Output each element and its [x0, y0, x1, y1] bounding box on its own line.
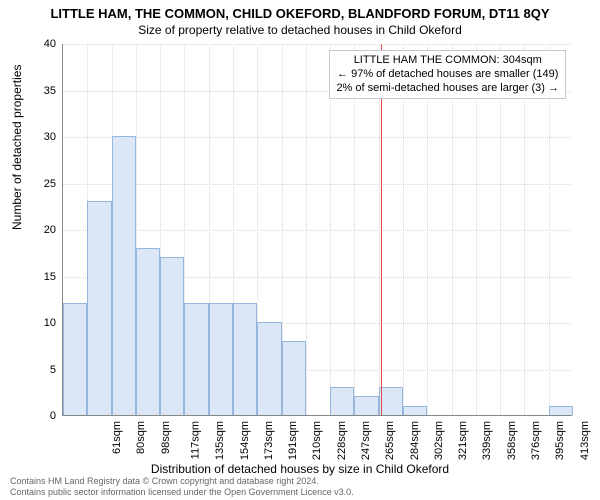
histogram-bar: [112, 136, 136, 415]
super-title: LITTLE HAM, THE COMMON, CHILD OKEFORD, B…: [0, 6, 600, 21]
x-tick-label: 413sqm: [579, 421, 591, 460]
x-tick-label: 98sqm: [160, 421, 172, 454]
y-axis-label: Number of detached properties: [10, 65, 24, 230]
histogram-bar: [330, 387, 354, 415]
y-tick-label: 30: [26, 131, 56, 143]
x-tick-label: 210sqm: [312, 421, 324, 460]
footer-line-1: Contains HM Land Registry data © Crown c…: [10, 476, 354, 487]
x-tick-label: 247sqm: [360, 421, 372, 460]
gridline-v: [306, 44, 307, 415]
gridline-h: [63, 44, 572, 45]
y-tick-label: 20: [26, 224, 56, 236]
y-tick-label: 0: [26, 410, 56, 422]
x-tick-label: 191sqm: [287, 421, 299, 460]
x-tick-label: 117sqm: [189, 421, 201, 459]
histogram-bar: [379, 387, 403, 415]
y-tick-label: 25: [26, 178, 56, 190]
histogram-bar: [549, 406, 573, 415]
histogram-bar: [184, 303, 208, 415]
gridline-v: [549, 44, 550, 415]
annotation-box: LITTLE HAM THE COMMON: 304sqm← 97% of de…: [329, 50, 566, 99]
histogram-bar: [87, 201, 111, 415]
x-tick-label: 395sqm: [554, 421, 566, 460]
footer-copyright: Contains HM Land Registry data © Crown c…: [10, 476, 354, 498]
gridline-h: [63, 137, 572, 138]
y-tick-label: 40: [26, 38, 56, 50]
x-tick-label: 154sqm: [239, 421, 251, 460]
gridline-v: [354, 44, 355, 415]
x-tick-label: 173sqm: [263, 421, 275, 460]
annotation-line-1: LITTLE HAM THE COMMON: 304sqm: [336, 54, 559, 68]
gridline-v: [403, 44, 404, 415]
x-tick-label: 284sqm: [409, 421, 421, 460]
footer-line-2: Contains public sector information licen…: [10, 487, 354, 498]
histogram-bar: [209, 303, 233, 415]
x-tick-label: 265sqm: [384, 421, 396, 460]
histogram-bar: [257, 322, 281, 415]
marker-line: [381, 44, 382, 415]
sub-title: Size of property relative to detached ho…: [0, 23, 600, 37]
x-tick-label: 321sqm: [457, 421, 469, 460]
gridline-v: [379, 44, 380, 415]
gridline-v: [524, 44, 525, 415]
y-tick-label: 5: [26, 364, 56, 376]
gridline-v: [476, 44, 477, 415]
annotation-line-2: ← 97% of detached houses are smaller (14…: [336, 68, 559, 82]
histogram-bar: [63, 303, 87, 415]
x-tick-label: 376sqm: [530, 421, 542, 460]
gridline-h: [63, 230, 572, 231]
histogram-bar: [160, 257, 184, 415]
x-axis-label: Distribution of detached houses by size …: [0, 462, 600, 476]
histogram-bar: [136, 248, 160, 415]
gridline-h: [63, 184, 572, 185]
x-tick-label: 358sqm: [506, 421, 518, 460]
y-tick-label: 15: [26, 271, 56, 283]
plot-area: 051015202530354061sqm80sqm98sqm117sqm135…: [62, 44, 572, 416]
histogram-bar: [282, 341, 306, 415]
gridline-v: [452, 44, 453, 415]
annotation-line-3: 2% of semi-detached houses are larger (3…: [336, 82, 559, 96]
histogram-bar: [233, 303, 257, 415]
x-tick-label: 80sqm: [135, 421, 147, 454]
x-tick-label: 339sqm: [482, 421, 494, 460]
y-tick-label: 10: [26, 317, 56, 329]
histogram-bar: [354, 396, 378, 415]
chart-container: 051015202530354061sqm80sqm98sqm117sqm135…: [62, 44, 572, 416]
gridline-v: [330, 44, 331, 415]
x-tick-label: 135sqm: [214, 421, 226, 460]
gridline-v: [500, 44, 501, 415]
gridline-v: [427, 44, 428, 415]
y-tick-label: 35: [26, 85, 56, 97]
x-tick-label: 61sqm: [111, 421, 123, 454]
title-block: LITTLE HAM, THE COMMON, CHILD OKEFORD, B…: [0, 0, 600, 37]
x-tick-label: 228sqm: [336, 421, 348, 460]
histogram-bar: [403, 406, 427, 415]
x-tick-label: 302sqm: [433, 421, 445, 460]
